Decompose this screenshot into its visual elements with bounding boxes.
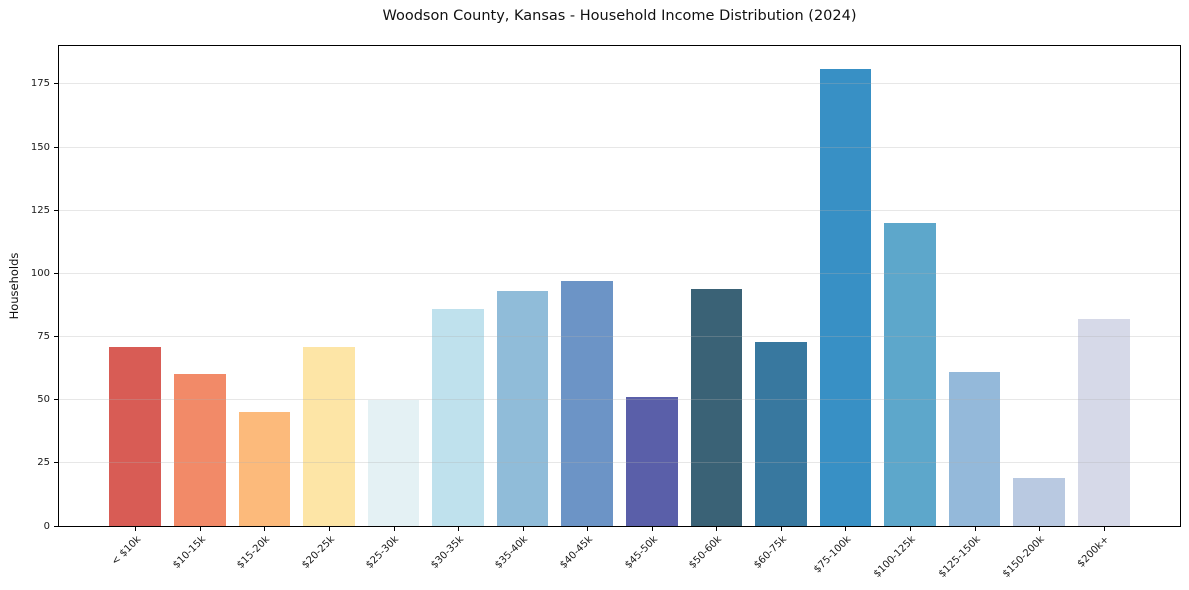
- bar-slot: $10-15k: [168, 46, 233, 571]
- bar-slot: $25-30k: [361, 46, 426, 571]
- x-tick-label: $40-45k: [558, 534, 595, 571]
- y-tick-label: 25: [37, 457, 50, 469]
- bar-slot: $30-35k: [426, 46, 491, 571]
- x-tick-mark: [780, 527, 782, 531]
- bar-slot: $150-200k: [1001, 46, 1072, 580]
- bar-slot: $60-75k: [749, 46, 814, 571]
- x-tick-mark: [458, 527, 460, 531]
- y-tick-mark: [54, 525, 58, 527]
- x-tick-label: $35-40k: [493, 534, 531, 571]
- plot-area: < $10k $10-15k $15-20k $20-25k $25-30k $30-35…: [31, 45, 1181, 580]
- bar-< $10k: [109, 346, 162, 526]
- bar-$125-150k: [948, 371, 1001, 526]
- bar-slot: $50-60k: [684, 46, 749, 571]
- x-tick-mark: [910, 527, 912, 531]
- x-tick-mark: [845, 527, 847, 531]
- bar-slot: $75-100k: [812, 46, 878, 575]
- bar-$35-40k: [496, 291, 549, 526]
- x-tick-mark: [1103, 527, 1105, 531]
- y-tick-mark: [54, 83, 58, 85]
- bar-$200k+: [1077, 318, 1130, 526]
- bar-slot: $45-50k: [620, 46, 685, 571]
- x-tick-label: $30-35k: [428, 534, 466, 571]
- x-tick-label: $20-25k: [299, 534, 337, 571]
- x-tick-mark: [587, 527, 589, 531]
- y-tick-mark: [54, 462, 58, 464]
- bar-$50-60k: [690, 288, 743, 526]
- x-tick-mark: [974, 527, 976, 531]
- bar-$150-200k: [1013, 478, 1065, 526]
- bar-slot: $35-40k: [490, 46, 555, 571]
- x-tick-label: $25-30k: [364, 534, 402, 571]
- bar-$30-35k: [432, 308, 484, 526]
- y-tick-mark: [54, 272, 58, 274]
- x-tick-mark: [716, 527, 718, 531]
- x-tick-label: $100-125k: [871, 534, 918, 580]
- y-tick-label: 50: [37, 394, 50, 406]
- x-tick-label: $75-100k: [811, 534, 854, 576]
- bar-$40-45k: [561, 280, 614, 526]
- y-tick-mark: [54, 146, 58, 148]
- bar-$45-50k: [625, 397, 678, 526]
- bar-$60-75k: [755, 341, 807, 526]
- y-tick-label: 75: [37, 331, 50, 343]
- x-tick-label: $45-50k: [622, 534, 660, 571]
- y-axis-label: Households: [7, 252, 21, 320]
- x-tick-mark: [135, 527, 137, 531]
- bar-slot: $100-125k: [872, 46, 943, 580]
- y-tick-mark: [54, 336, 58, 338]
- x-tick-mark: [522, 527, 524, 531]
- x-tick-mark: [328, 527, 330, 531]
- chart-title: Woodson County, Kansas - Household Incom…: [382, 8, 857, 24]
- x-tick-label: $125-150k: [936, 534, 983, 580]
- bar-slot: $15-20k: [232, 46, 297, 571]
- y-tick-mark: [54, 399, 58, 401]
- bar-slot: $125-150k: [936, 46, 1007, 580]
- x-tick-label: $15-20k: [235, 534, 273, 571]
- bar-$75-100k: [819, 68, 872, 526]
- bar-slot: $20-25k: [297, 46, 362, 571]
- x-tick-mark: [651, 527, 653, 531]
- x-tick-label: < $10k: [109, 534, 144, 568]
- y-tick-mark: [54, 209, 58, 211]
- bar-$20-25k: [303, 346, 355, 526]
- x-tick-label: $50-60k: [687, 534, 725, 571]
- bar-$10-15k: [174, 374, 226, 526]
- x-tick-label: $60-75k: [751, 534, 789, 571]
- x-tick-mark: [393, 527, 395, 531]
- bar-$100-125k: [884, 222, 936, 526]
- y-tick-label: 100: [30, 267, 50, 279]
- x-tick-mark: [199, 527, 201, 531]
- y-tick-label: 0: [43, 520, 50, 532]
- x-tick-label: $200k+: [1075, 534, 1112, 570]
- bars-layer: < $10k $10-15k $15-20k $20-25k $25-30k $30-35…: [59, 46, 1180, 580]
- y-tick-label: 150: [30, 141, 50, 153]
- bar-slot: < $10k: [103, 46, 168, 568]
- y-tick-label: 175: [30, 78, 50, 90]
- bar-$15-20k: [238, 412, 291, 526]
- x-tick-label: $150-200k: [1001, 534, 1047, 580]
- x-tick-mark: [264, 527, 266, 531]
- bar-$25-30k: [367, 399, 420, 526]
- bar-slot: $200k+: [1071, 46, 1136, 570]
- x-tick-label: $10-15k: [170, 534, 208, 571]
- bar-slot: $40-45k: [555, 46, 620, 571]
- y-tick-label: 125: [30, 204, 50, 216]
- x-tick-mark: [1039, 527, 1041, 531]
